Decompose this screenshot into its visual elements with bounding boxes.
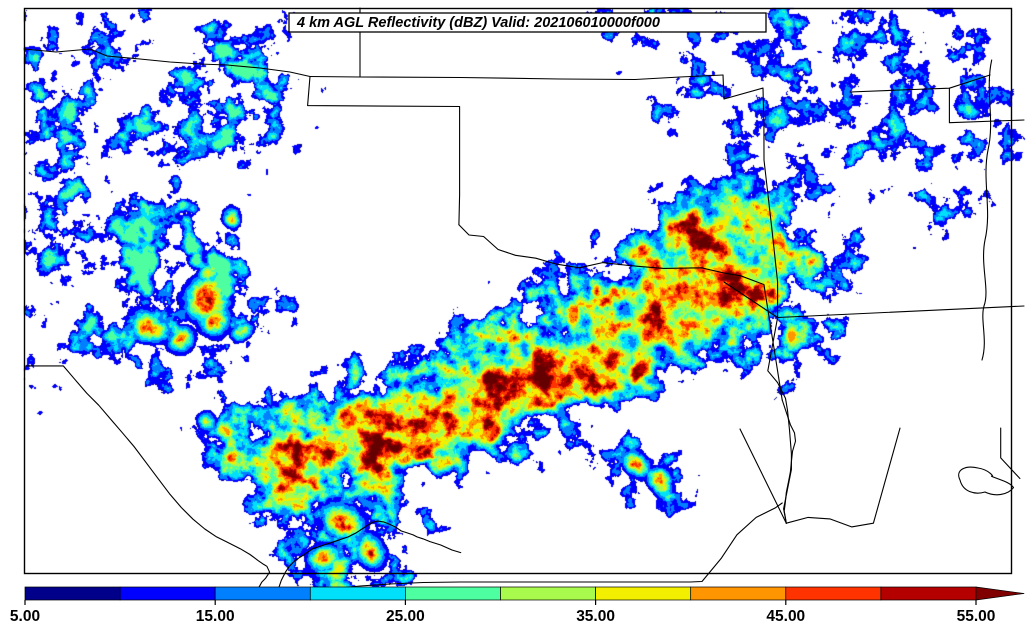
svg-text:45.00: 45.00 xyxy=(766,608,805,625)
svg-text:15.00: 15.00 xyxy=(196,608,235,625)
svg-text:4 km AGL Reflectivity (dBZ) Va: 4 km AGL Reflectivity (dBZ) Valid: 20210… xyxy=(296,15,660,31)
svg-text:35.00: 35.00 xyxy=(576,608,615,625)
svg-text:55.00: 55.00 xyxy=(957,608,996,625)
svg-text:25.00: 25.00 xyxy=(386,608,425,625)
svg-text:5.00: 5.00 xyxy=(10,608,40,625)
